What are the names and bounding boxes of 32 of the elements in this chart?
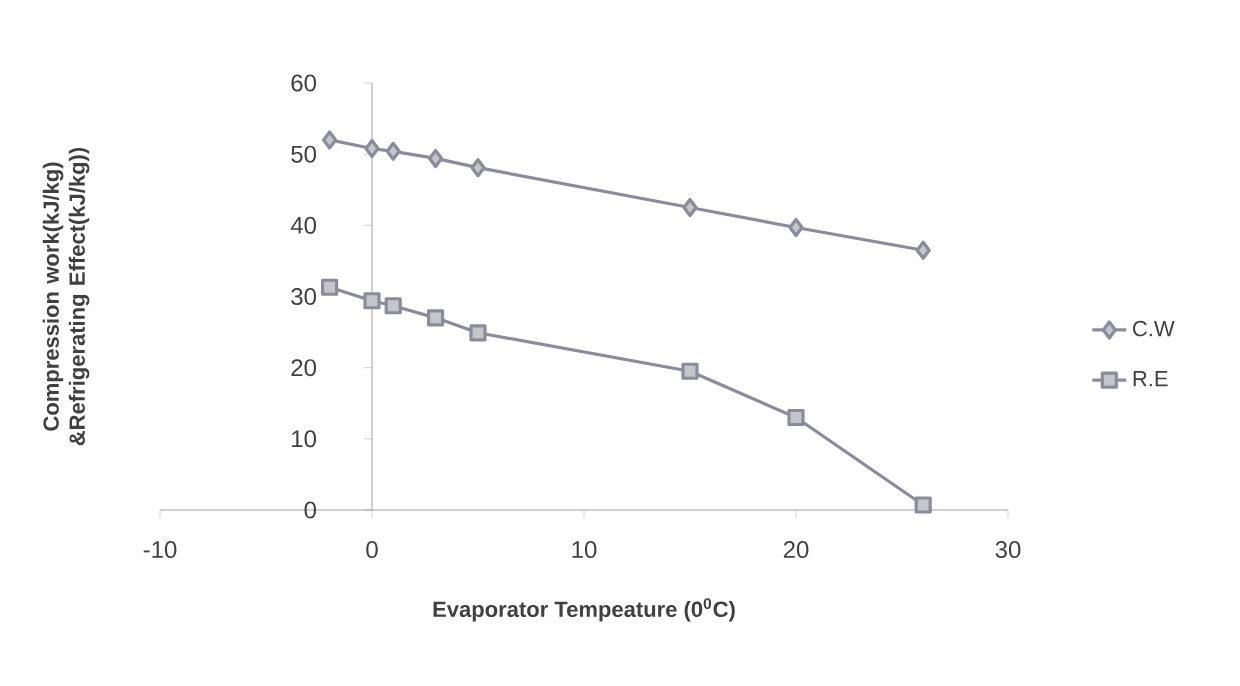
y-tick-label: 10 [292, 430, 317, 448]
point [681, 362, 699, 380]
point [322, 130, 338, 150]
point [428, 148, 444, 169]
y-tick-label: 0 [304, 501, 317, 519]
point [470, 158, 486, 178]
y-axis-title: Compression work(kJ/kg) &Refrigerating Effect(kJ/kg)) [42, 147, 90, 446]
x-tick-label: 10 [572, 541, 597, 559]
point [788, 217, 804, 238]
y-tick-label: 30 [291, 288, 317, 306]
x-tick-label: -10 [143, 541, 177, 559]
legend-label: C.W [1133, 320, 1175, 337]
point [364, 138, 380, 159]
point [384, 297, 402, 315]
x-tick-label: 20 [783, 541, 809, 559]
x-axis-title: Evaporator Tempeature (0$^{0}$C) [433, 598, 735, 622]
point [321, 278, 339, 296]
point [363, 292, 381, 310]
y-tick-label: 40 [290, 216, 317, 234]
point [915, 240, 931, 260]
point [385, 141, 401, 161]
y-tick-label: 60 [291, 74, 317, 92]
point [914, 496, 932, 514]
legend-label: R.E [1133, 371, 1168, 387]
x-tick-label: 30 [995, 541, 1021, 559]
point [427, 309, 445, 327]
point [787, 408, 805, 427]
point [682, 197, 698, 218]
x-tick-label: 0 [366, 541, 378, 559]
point [469, 324, 487, 342]
y-tick-label: 50 [291, 145, 317, 163]
y-tick-label: 20 [291, 359, 317, 377]
